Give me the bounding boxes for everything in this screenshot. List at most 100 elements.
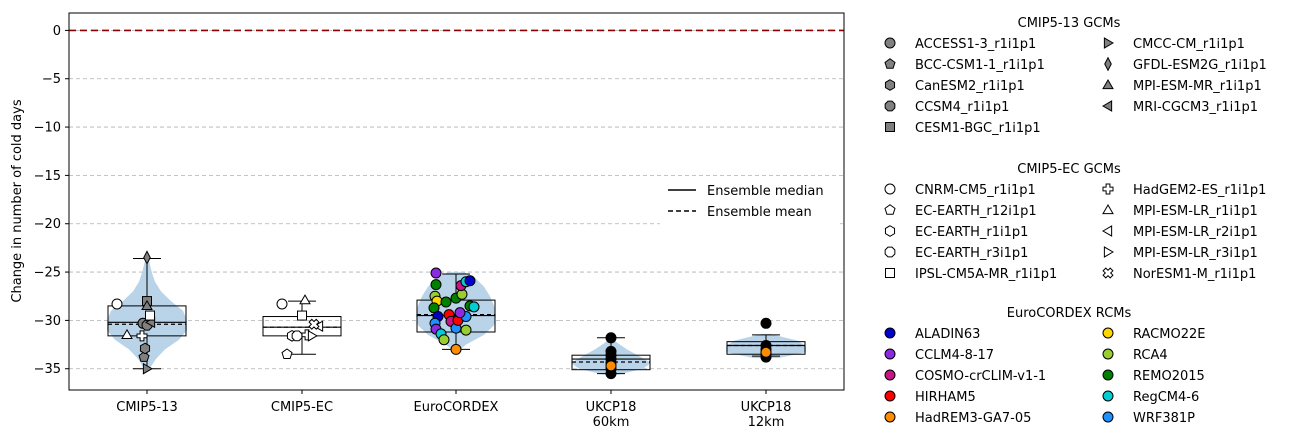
y-tick-label: −15 [34,169,61,184]
x-tick-label-line: UKCP18 [586,400,637,415]
legend-marker [1103,246,1114,258]
data-point [307,330,318,342]
data-point [760,346,772,358]
ensemble-legend-label: Ensemble median [707,184,824,199]
legend-marker [1102,348,1114,360]
data-point [430,279,442,291]
legend-label: CanESM2_r1i1p1 [915,79,1025,94]
legend-section-title: EuroCORDEX RCMs [1007,306,1132,321]
legend-label: CCSM4_r1i1p1 [915,100,1009,115]
data-points [111,250,772,380]
legend-marker [1102,267,1114,279]
x-tick-label-line: UKCP18 [741,400,792,415]
ensemble-legend-label: Ensemble mean [707,205,812,220]
y-gridlines [69,29,844,370]
data-point-shape [308,318,320,330]
legend-marker [884,79,896,91]
legend-marker [1102,78,1114,90]
legend-label: RACMO22E [1133,327,1205,342]
legend-marker-shape [1102,267,1114,279]
legend-label: MRI-CGCM3_r1i1p1 [1133,100,1258,115]
legend-label: ALADIN63 [915,327,980,342]
legend-label: COSMO-crCLIM-v1-1 [915,369,1046,384]
legend-label: GFDL-ESM2G_r1i1p1 [1133,58,1267,73]
x-tick-label: UKCP18 12km [741,400,792,430]
legend-marker [1104,56,1112,72]
y-tick-label: 0 [53,24,61,39]
legend-marker [884,411,896,423]
x-tick-label-line: CMIP5-EC [271,400,333,415]
legend-label: BCC-CSM1-1_r1i1p1 [915,58,1045,73]
data-point [605,332,617,344]
legend-label: HadGEM2-ES_r1i1p1 [1133,183,1266,198]
data-point [291,330,303,342]
y-tick-label: −10 [34,121,61,136]
data-point [138,351,150,362]
x-tick-label-line: 12km [748,415,785,430]
legend-section-title: CMIP5-13 GCMs [1018,16,1121,31]
data-point [276,298,288,310]
legend-label: CNRM-CM5_r1i1p1 [915,183,1036,198]
legend-marker [1102,203,1114,215]
legend-label: EC-EARTH_r3i1p1 [915,246,1028,261]
legend-marker [884,348,896,360]
x-tick-label-line: CMIP5-13 [116,400,177,415]
x-tick-label: EuroCORDEX [414,400,499,415]
legend-marker [884,246,896,258]
y-axis-label: Change in number of cold days [10,99,25,302]
legend-label: RegCM4-6 [1133,390,1199,405]
x-tick-label: CMIP5-13 [116,400,177,415]
y-tick-label: −35 [34,362,61,377]
legend-marker [1102,411,1114,423]
legend-marker [1102,369,1114,381]
legend-label: ACCESS1-3_r1i1p1 [915,37,1036,52]
legend-label: NorESM1-M_r1i1p1 [1133,267,1256,282]
legend-label: CCLM4-8-17 [915,348,994,363]
legend-marker [885,268,895,278]
data-point [440,296,452,308]
x-axis: CMIP5-13 CMIP5-EC EuroCORDEX UKCP18 60kmUKCP… [116,390,791,430]
legend-label: MPI-ESM-LR_r2i1p1 [1133,225,1258,240]
model-legend: CMIP5-13 GCMs ACCESS1-3_r1i1p1 BCC-CSM1-1_… [884,16,1267,426]
legend-label: WRF381P [1133,411,1195,426]
data-point [143,250,151,265]
legend-marker [1102,327,1114,339]
data-point [111,298,123,310]
legend-label: HadREM3-GA7-05 [915,411,1031,426]
data-point [121,328,133,340]
legend-label: EC-EARTH_r12i1p1 [915,204,1037,219]
data-point [605,360,617,372]
legend-marker [1102,390,1114,402]
legend-marker [1103,37,1114,49]
legend-label: MPI-ESM-LR_r1i1p1 [1133,204,1258,219]
legend-label: IPSL-CM5A-MR_r1i1p1 [915,267,1057,282]
y-tick-label: −25 [34,266,61,281]
legend-label: MPI-ESM-LR_r3i1p1 [1133,246,1258,261]
legend-marker [885,122,895,132]
legend-marker [884,327,896,339]
data-point [139,342,151,355]
data-point [281,348,293,359]
ensemble-legend: Ensemble median Ensemble mean [660,177,840,225]
legend-section-title: CMIP5-EC GCMs [1017,162,1121,177]
legend-marker [884,58,896,69]
legend-label: EC-EARTH_r1i1p1 [915,225,1028,240]
legend-marker [884,390,896,402]
y-tick-label: −20 [34,217,61,232]
data-point [460,324,472,336]
y-axis: 0 −5 −10 −15 −20 −25 −30 −35 [34,24,69,377]
data-point [760,317,772,329]
y-tick-label: −30 [34,314,61,329]
data-point [468,301,480,313]
legend-label: MPI-ESM-MR_r1i1p1 [1133,79,1262,94]
x-tick-label: CMIP5-EC [271,400,333,415]
legend-marker [884,369,896,381]
legend-marker [1101,225,1113,237]
data-point [464,275,476,287]
data-point [141,299,153,311]
legend-marker [884,37,896,49]
x-tick-label-line: 60km [593,415,630,430]
data-point [142,362,153,375]
data-point [450,343,462,355]
legend-label: REMO2015 [1133,369,1205,384]
